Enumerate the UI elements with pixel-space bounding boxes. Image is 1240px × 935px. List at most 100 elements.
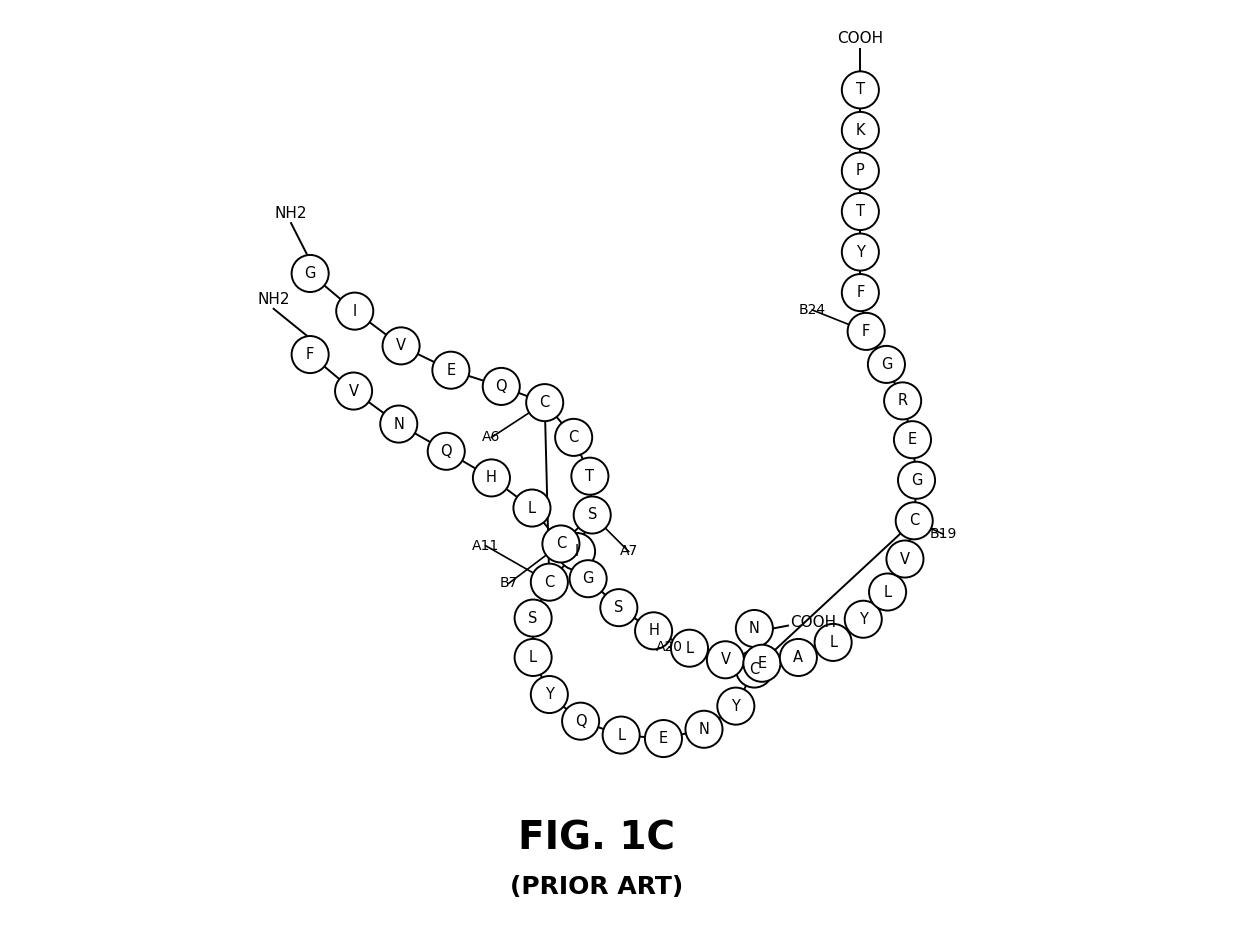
Circle shape xyxy=(472,459,510,496)
Text: H: H xyxy=(649,624,658,639)
Circle shape xyxy=(383,327,419,365)
Circle shape xyxy=(336,293,373,330)
Circle shape xyxy=(848,313,884,350)
Circle shape xyxy=(898,462,935,498)
Text: G: G xyxy=(911,473,923,488)
Circle shape xyxy=(603,716,640,754)
Text: Y: Y xyxy=(544,687,554,702)
Text: E: E xyxy=(446,363,455,378)
Circle shape xyxy=(562,702,599,740)
Circle shape xyxy=(780,639,817,676)
Circle shape xyxy=(743,645,780,682)
Text: G: G xyxy=(305,266,316,281)
Text: Q: Q xyxy=(575,713,587,728)
Text: V: V xyxy=(720,653,730,668)
Circle shape xyxy=(887,540,924,578)
Text: B7: B7 xyxy=(500,576,518,590)
Circle shape xyxy=(526,384,563,421)
Text: L: L xyxy=(686,640,693,655)
Text: G: G xyxy=(583,571,594,586)
Circle shape xyxy=(482,367,520,405)
Text: E: E xyxy=(908,432,918,447)
Circle shape xyxy=(515,599,552,637)
Text: P: P xyxy=(856,164,864,179)
Text: S: S xyxy=(588,508,596,523)
Text: H: H xyxy=(486,470,497,485)
Circle shape xyxy=(815,624,852,661)
Circle shape xyxy=(686,711,723,748)
Text: F: F xyxy=(306,347,314,362)
Text: N: N xyxy=(393,417,404,432)
Circle shape xyxy=(735,651,773,687)
Text: FIG. 1C: FIG. 1C xyxy=(518,819,676,857)
Circle shape xyxy=(844,600,882,638)
Text: C: C xyxy=(539,396,549,410)
Text: E: E xyxy=(658,731,668,746)
Text: V: V xyxy=(348,383,358,398)
Circle shape xyxy=(842,274,879,311)
Text: A: A xyxy=(794,650,804,665)
Circle shape xyxy=(574,496,611,534)
Text: L: L xyxy=(830,635,837,650)
Text: T: T xyxy=(585,468,594,483)
Circle shape xyxy=(671,629,708,667)
Circle shape xyxy=(513,490,551,526)
Text: C: C xyxy=(556,537,565,552)
Circle shape xyxy=(869,573,906,611)
Circle shape xyxy=(842,71,879,108)
Text: B24: B24 xyxy=(799,303,826,317)
Circle shape xyxy=(842,193,879,230)
Circle shape xyxy=(884,382,921,420)
Text: A6: A6 xyxy=(482,430,501,444)
Circle shape xyxy=(635,612,672,650)
Circle shape xyxy=(842,234,879,270)
Text: COOH: COOH xyxy=(837,31,883,46)
Circle shape xyxy=(558,533,595,570)
Text: NH2: NH2 xyxy=(275,207,308,222)
Text: I: I xyxy=(574,544,579,559)
Text: Y: Y xyxy=(856,245,864,260)
Text: F: F xyxy=(857,285,864,300)
Text: V: V xyxy=(900,552,910,567)
Text: C: C xyxy=(749,662,759,677)
Text: R: R xyxy=(898,394,908,409)
Text: N: N xyxy=(749,621,760,636)
Circle shape xyxy=(645,720,682,757)
Text: C: C xyxy=(544,575,554,590)
Text: V: V xyxy=(396,338,405,353)
Circle shape xyxy=(515,639,552,676)
Text: N: N xyxy=(698,722,709,737)
Circle shape xyxy=(717,687,754,725)
Circle shape xyxy=(531,564,568,600)
Text: C: C xyxy=(909,513,919,528)
Circle shape xyxy=(381,406,418,442)
Text: G: G xyxy=(880,357,892,372)
Circle shape xyxy=(735,610,773,647)
Text: L: L xyxy=(618,727,625,742)
Circle shape xyxy=(868,346,905,383)
Text: L: L xyxy=(528,500,536,515)
Circle shape xyxy=(433,352,470,389)
Text: B19: B19 xyxy=(930,527,957,541)
Text: Y: Y xyxy=(732,698,740,713)
Circle shape xyxy=(842,152,879,190)
Text: S: S xyxy=(614,600,624,615)
Circle shape xyxy=(707,641,744,678)
Text: Q: Q xyxy=(496,379,507,394)
Text: E: E xyxy=(758,655,766,670)
Circle shape xyxy=(842,112,879,149)
Text: T: T xyxy=(856,204,864,219)
Text: I: I xyxy=(352,304,357,319)
Text: L: L xyxy=(529,650,537,665)
Text: F: F xyxy=(862,324,870,338)
Circle shape xyxy=(531,676,568,713)
Circle shape xyxy=(542,525,579,563)
Circle shape xyxy=(335,372,372,410)
Text: K: K xyxy=(856,122,866,138)
Text: A20: A20 xyxy=(656,640,683,654)
Circle shape xyxy=(291,255,329,292)
Circle shape xyxy=(894,421,931,458)
Circle shape xyxy=(600,589,637,626)
Text: Y: Y xyxy=(859,611,868,626)
Circle shape xyxy=(556,419,593,456)
